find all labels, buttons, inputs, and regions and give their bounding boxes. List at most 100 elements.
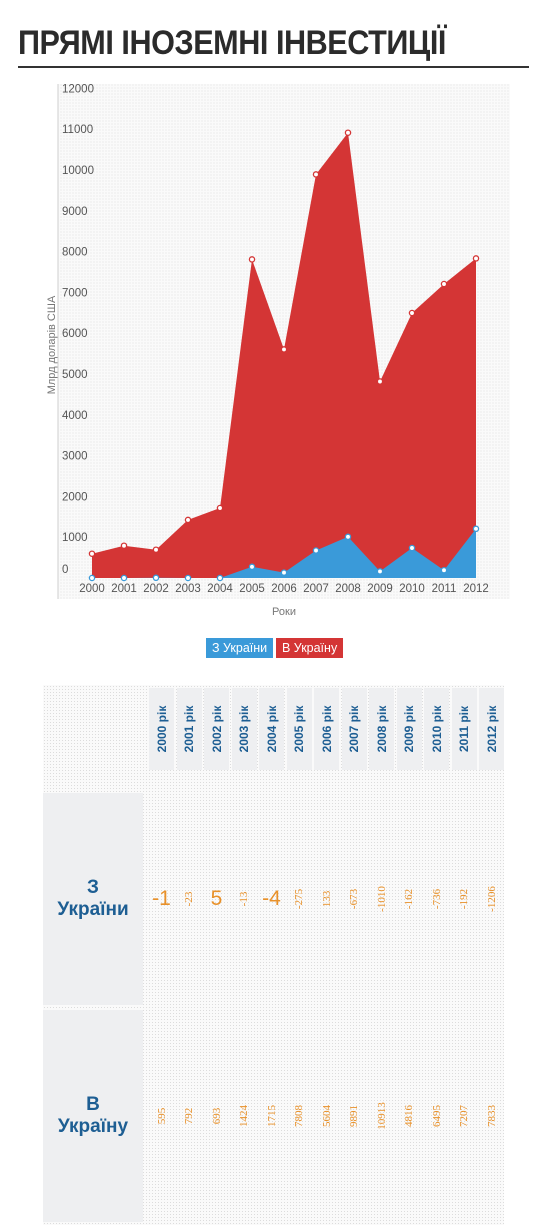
x-tick-label: 2000 xyxy=(79,583,105,595)
y-tick-label: 11000 xyxy=(62,124,93,136)
data-point-from-ukraine[interactable] xyxy=(88,574,96,582)
y-tick-label: 3000 xyxy=(62,451,88,463)
table-cell: -192 xyxy=(452,793,477,1005)
table-cell: 693 xyxy=(204,1010,229,1222)
year-header-label: 2002 рік xyxy=(209,705,224,753)
table-cell-value: -736 xyxy=(430,888,443,910)
data-point-from-ukraine[interactable] xyxy=(312,547,320,554)
year-header: 2004 рік xyxy=(259,688,284,770)
table-cell-value: 792 xyxy=(183,1107,195,1125)
data-point-from-ukraine[interactable] xyxy=(120,574,128,582)
year-header: 2005 рік xyxy=(286,688,312,770)
legend-item-to-ukraine[interactable]: В Україну xyxy=(276,638,344,658)
y-tick-label: 12000 xyxy=(62,83,94,95)
year-header: 2001 рік xyxy=(176,688,202,770)
year-header: 2000 рік xyxy=(149,688,174,770)
x-tick-label: 2006 xyxy=(271,583,297,595)
year-header: 2008 рік xyxy=(369,688,394,770)
table-cell: -23 xyxy=(177,793,202,1005)
data-point-to-ukraine[interactable] xyxy=(216,504,224,512)
year-header: 2009 рік xyxy=(396,688,422,770)
table-cell: 133 xyxy=(314,793,339,1005)
x-tick-label: 2012 xyxy=(463,583,489,595)
table-cell: -736 xyxy=(424,793,449,1005)
data-point-to-ukraine[interactable] xyxy=(280,346,288,353)
table-cell-value: 7833 xyxy=(485,1105,498,1127)
year-header-label: 2004 рік xyxy=(264,705,279,753)
data-point-from-ukraine[interactable] xyxy=(376,568,384,575)
area-chart: 0 1000 2000 3000 4000 5000 6000 7000 8000 9000 100… xyxy=(46,83,510,618)
data-point-from-ukraine[interactable] xyxy=(184,574,192,582)
x-tick-label: 2004 xyxy=(207,583,233,595)
year-header: 2012 рік xyxy=(479,688,504,770)
data-table: 2000 рік 2001 рік 2002 рік 2003 рік 2004 рік… xyxy=(43,685,504,1225)
year-header: 2011 рік xyxy=(451,688,477,770)
legend-item-from-ukraine[interactable]: З України xyxy=(206,638,274,658)
table-cell-value: 7207 xyxy=(458,1105,470,1127)
data-point-from-ukraine[interactable] xyxy=(280,569,288,576)
data-point-to-ukraine[interactable] xyxy=(344,129,352,136)
table-cell-value: -13 xyxy=(238,891,250,907)
table-cell-value: 5604 xyxy=(320,1105,333,1127)
data-point-from-ukraine[interactable] xyxy=(248,563,256,571)
table-cell-value: 4816 xyxy=(403,1105,415,1127)
row-header-from-ukraine: З України xyxy=(43,793,143,1005)
x-tick-label: 2001 xyxy=(111,583,137,595)
year-header: 2006 рік xyxy=(314,688,339,770)
data-point-from-ukraine[interactable] xyxy=(472,525,480,533)
table-cell: -1206 xyxy=(479,793,504,1005)
data-point-to-ukraine[interactable] xyxy=(88,550,96,557)
table-cell: -4 xyxy=(259,793,284,1005)
x-tick-label: 2011 xyxy=(432,583,457,595)
year-header-label: 2005 рік xyxy=(292,705,306,753)
table-cell: 4816 xyxy=(397,1010,422,1222)
table-cell: 595 xyxy=(149,1010,174,1222)
data-point-to-ukraine[interactable] xyxy=(408,309,416,317)
x-tick-label: 2010 xyxy=(399,583,425,595)
table-cell: -275 xyxy=(287,793,312,1005)
year-header-label: 2012 рік xyxy=(484,705,499,753)
page-title: ПРЯМІ ІНОЗЕМНІ ІНВЕСТИЦІЇ xyxy=(18,24,446,62)
row-header-label: З України xyxy=(57,877,129,920)
series-area-from-ukraine xyxy=(92,528,476,578)
data-point-to-ukraine[interactable] xyxy=(120,542,128,549)
year-header-label: 2006 рік xyxy=(319,705,334,753)
data-point-to-ukraine[interactable] xyxy=(312,171,320,178)
table-cell: -1 xyxy=(149,793,174,1005)
year-header: 2007 рік xyxy=(341,688,367,770)
table-cell-value: -1 xyxy=(152,887,171,910)
data-point-to-ukraine[interactable] xyxy=(440,280,448,288)
y-tick-label: 4000 xyxy=(62,410,88,422)
data-point-from-ukraine[interactable] xyxy=(152,574,160,582)
x-tick-label: 2009 xyxy=(367,583,393,595)
data-point-to-ukraine[interactable] xyxy=(248,256,256,263)
y-tick-label: 10000 xyxy=(62,165,94,177)
data-point-from-ukraine[interactable] xyxy=(216,574,224,582)
table-cell-value: 5 xyxy=(210,887,223,910)
table-cell-value: 595 xyxy=(155,1107,168,1125)
x-axis-label: Роки xyxy=(272,606,296,618)
year-header-label: 2000 рік xyxy=(154,705,169,753)
table-cell-value: -4 xyxy=(262,887,281,910)
data-point-to-ukraine[interactable] xyxy=(376,378,384,385)
y-tick-label: 6000 xyxy=(62,328,88,340)
data-point-from-ukraine[interactable] xyxy=(344,533,352,541)
data-point-from-ukraine[interactable] xyxy=(440,566,448,574)
table-cell: 792 xyxy=(177,1010,202,1222)
table-cell: 6495 xyxy=(424,1010,449,1222)
title-divider xyxy=(18,66,529,68)
year-header-label: 2009 рік xyxy=(402,705,416,753)
y-tick-label: 1000 xyxy=(62,532,88,544)
data-point-to-ukraine[interactable] xyxy=(472,255,480,262)
table-cell-value: 6495 xyxy=(430,1105,443,1127)
table-cell-value: 1424 xyxy=(238,1105,250,1127)
y-tick-label: 7000 xyxy=(62,287,88,299)
data-point-to-ukraine[interactable] xyxy=(152,546,160,553)
table-cell-value: 133 xyxy=(320,890,333,908)
table-cell: 1715 xyxy=(259,1010,284,1222)
table-cell: -13 xyxy=(232,793,257,1005)
y-tick-label: 8000 xyxy=(62,247,88,259)
table-cell: 7833 xyxy=(479,1010,504,1222)
data-point-from-ukraine[interactable] xyxy=(408,544,416,552)
data-point-to-ukraine[interactable] xyxy=(184,516,192,524)
